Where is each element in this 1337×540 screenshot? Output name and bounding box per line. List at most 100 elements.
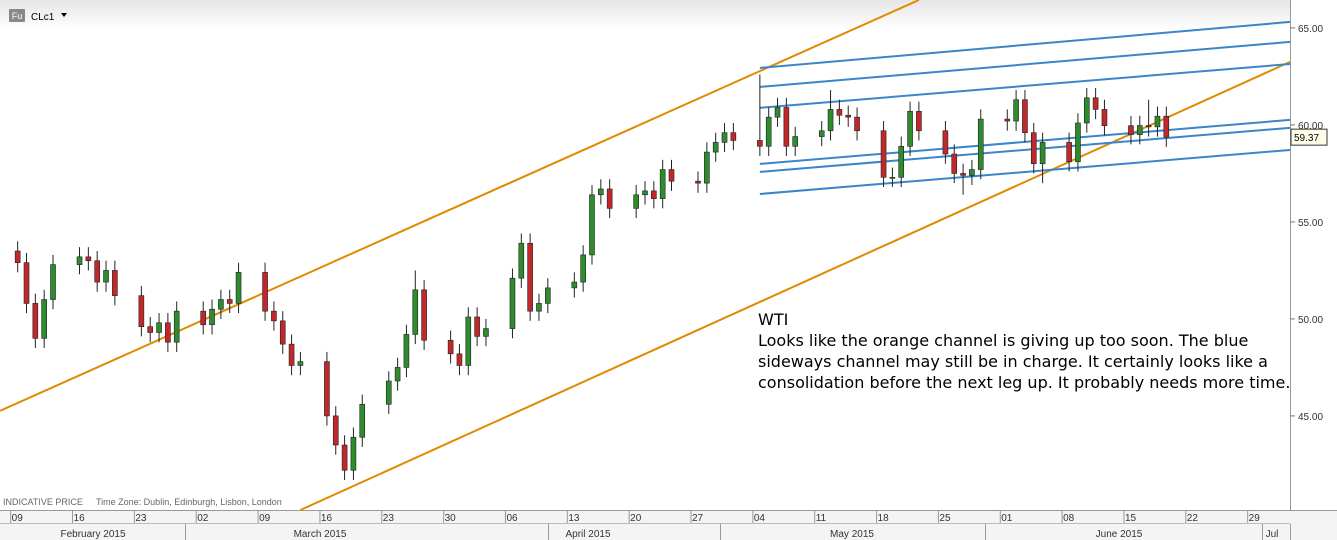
candle-body	[226, 299, 233, 304]
candle-body	[173, 310, 180, 343]
candle-body	[165, 322, 171, 343]
candle-body	[916, 111, 922, 132]
x-tick-label: 30	[445, 513, 457, 524]
header-band	[0, 0, 1290, 30]
candle-body	[394, 367, 401, 382]
month-label: May 2015	[830, 529, 874, 540]
badge: Fu	[12, 11, 23, 21]
candle-body	[262, 272, 268, 312]
x-tick-label: 15	[1125, 513, 1137, 524]
candle-body	[1092, 97, 1099, 110]
symbol[interactable]: CLc1	[31, 12, 55, 23]
footer-left: INDICATIVE PRICE	[3, 497, 83, 507]
candle-body	[209, 308, 215, 326]
candle-body	[606, 188, 613, 209]
candle-body	[421, 289, 427, 341]
y-tick-label: 50.00	[1298, 315, 1323, 326]
candles	[14, 74, 1170, 480]
x-tick-label: 13	[568, 513, 580, 524]
candle-body	[818, 130, 825, 137]
x-tick-label: 11	[816, 513, 827, 524]
x-tick-label: 09	[259, 513, 271, 524]
candle-body	[730, 132, 737, 141]
candle-body	[712, 142, 719, 153]
candle-body	[827, 109, 834, 132]
y-tick-label: 65.00	[1298, 24, 1323, 35]
candle-body	[112, 270, 118, 296]
candle-body	[757, 140, 763, 147]
candle-body	[483, 328, 489, 337]
candle-body	[1004, 118, 1011, 122]
candle-body	[94, 260, 100, 283]
x-axis-panel	[0, 510, 1337, 540]
candle-body	[14, 250, 21, 263]
candle-body	[279, 320, 286, 345]
candle-body	[880, 130, 887, 178]
month-label: June 2015	[1096, 529, 1143, 540]
symbol-dropdown[interactable]	[61, 13, 67, 17]
candle-body	[23, 262, 30, 304]
candle-body	[41, 299, 47, 339]
candle-body	[536, 303, 542, 312]
candle-body	[1154, 115, 1161, 128]
candle-body	[580, 254, 586, 283]
candle-body	[412, 289, 419, 335]
candle-body	[509, 277, 516, 329]
candle-body	[103, 270, 109, 283]
candle-body	[1022, 99, 1028, 133]
x-tick-label: 18	[878, 513, 890, 524]
candle-body	[633, 194, 639, 209]
trendline	[759, 148, 1291, 195]
candle-body	[403, 334, 410, 368]
candle-body	[598, 188, 604, 196]
candle-body	[977, 118, 984, 170]
candle-body	[1128, 125, 1134, 135]
candle-body	[32, 303, 39, 339]
candle-body	[545, 287, 551, 304]
candle-body	[235, 272, 242, 304]
candle-body	[527, 242, 533, 312]
trendline	[759, 126, 1291, 173]
candle-body	[200, 310, 207, 326]
candle-body	[898, 145, 905, 178]
x-tick-label: 29	[1249, 513, 1261, 524]
candle-body	[456, 353, 463, 366]
trendline	[759, 20, 1291, 69]
y-tick-label: 45.00	[1298, 412, 1323, 423]
candle-body	[836, 109, 843, 116]
candle-body	[765, 116, 772, 147]
candle-body	[774, 107, 781, 118]
y-tick-label: 55.00	[1298, 218, 1323, 229]
candle-body	[332, 415, 339, 446]
trendline	[0, 0, 920, 412]
x-tick-label: 23	[135, 513, 147, 524]
candle-body	[589, 194, 595, 256]
candle-body	[1075, 122, 1081, 163]
month-label: February 2015	[60, 529, 125, 540]
x-tick-label: 25	[939, 513, 951, 524]
trendline	[759, 63, 1291, 109]
last-price-box	[1290, 128, 1328, 146]
candle-body	[1163, 115, 1170, 138]
candle-body	[350, 436, 357, 471]
candle-body	[288, 343, 295, 366]
candle-body	[474, 316, 480, 337]
candle-body	[518, 242, 525, 279]
candle-body	[571, 281, 578, 289]
x-tick-label: 16	[74, 513, 86, 524]
axes: 45.00 50.00 55.00 60.00 65.00 09 16 23 02 09 16 23 3…	[10, 24, 1328, 540]
x-tick-label: 02	[197, 513, 209, 524]
candle-body	[1083, 97, 1090, 124]
candle-body	[138, 295, 145, 327]
timezone: Time Zone: Dublin, Edinburgh, Lisbon, Lo…	[96, 497, 282, 507]
candle-body	[783, 107, 790, 147]
candle-body	[889, 177, 896, 179]
candle-body	[218, 299, 224, 310]
annotation: WTI Looks like the orange channel is giv…	[758, 309, 1303, 393]
x-tick-label: 16	[321, 513, 333, 524]
candle-body	[297, 361, 304, 366]
candle-body	[969, 169, 975, 176]
candle-body	[942, 130, 949, 155]
